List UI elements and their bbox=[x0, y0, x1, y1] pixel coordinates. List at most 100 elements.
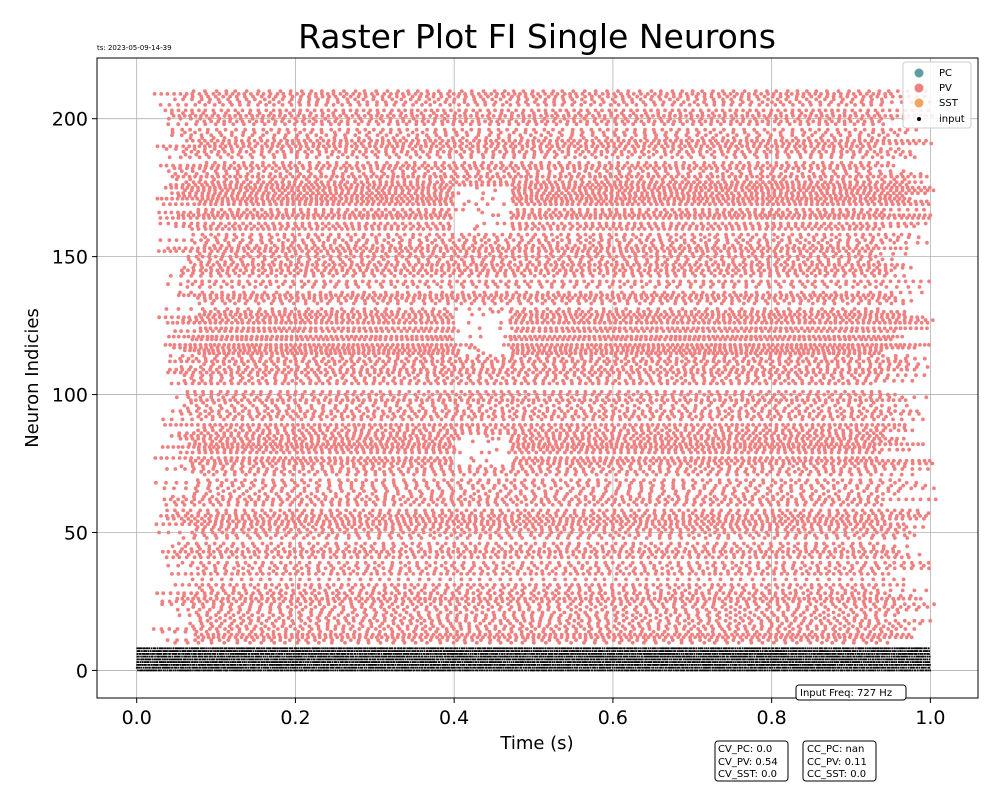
pv-spike bbox=[184, 638, 188, 642]
pv-spike bbox=[574, 610, 578, 615]
pv-spike bbox=[548, 632, 553, 637]
pv-spike bbox=[434, 503, 439, 507]
pv-spike bbox=[565, 492, 570, 496]
pv-spike bbox=[307, 522, 311, 527]
pv-spike bbox=[708, 497, 713, 502]
pv-spike bbox=[500, 632, 505, 637]
pv-spike bbox=[750, 503, 755, 507]
pv-spike bbox=[266, 596, 270, 601]
pv-spike bbox=[293, 555, 298, 560]
pv-spike bbox=[352, 508, 357, 513]
pv-spike bbox=[627, 621, 632, 626]
pv-spike bbox=[339, 516, 343, 521]
pv-spike bbox=[748, 555, 752, 560]
pv-spike bbox=[922, 563, 926, 568]
pv-spike bbox=[304, 563, 309, 568]
pv-spike bbox=[456, 547, 460, 551]
pv-spike bbox=[423, 629, 428, 634]
pv-spike bbox=[311, 632, 315, 637]
pv-spike bbox=[268, 588, 273, 593]
pv-spike bbox=[587, 585, 592, 590]
pv-spike bbox=[663, 635, 668, 640]
pv-spike bbox=[419, 621, 424, 626]
pv-spike bbox=[738, 616, 743, 620]
pv-spike bbox=[415, 605, 419, 609]
pv-spike bbox=[881, 583, 886, 587]
pv-spike bbox=[277, 632, 282, 637]
pv-spike bbox=[551, 541, 556, 546]
pv-spike bbox=[489, 525, 493, 529]
pv-spike bbox=[282, 511, 287, 516]
pv-spike bbox=[757, 638, 761, 642]
pv-spike bbox=[227, 555, 231, 560]
pv-spike bbox=[405, 555, 410, 560]
pv-spike bbox=[624, 522, 628, 527]
pv-spike bbox=[831, 632, 836, 637]
pv-spike bbox=[858, 621, 863, 626]
pv-spike bbox=[374, 549, 379, 554]
pv-spike bbox=[253, 478, 258, 482]
pv-spike bbox=[514, 549, 519, 554]
pv-spike bbox=[254, 572, 259, 576]
pv-spike bbox=[784, 616, 788, 620]
pv-spike bbox=[328, 547, 332, 551]
pv-spike bbox=[692, 624, 697, 629]
pv-spike bbox=[745, 508, 750, 513]
pv-spike bbox=[431, 624, 436, 629]
pv-spike bbox=[871, 544, 876, 549]
pv-spike bbox=[795, 519, 800, 524]
pv-spike bbox=[893, 527, 898, 532]
pv-spike bbox=[261, 560, 265, 565]
pv-spike bbox=[827, 569, 832, 573]
pv-spike bbox=[462, 530, 467, 535]
pv-spike bbox=[249, 480, 254, 485]
pv-spike bbox=[659, 530, 664, 535]
pv-spike bbox=[296, 596, 301, 601]
pv-spike bbox=[651, 469, 655, 474]
pv-spike bbox=[335, 588, 339, 593]
pv-spike bbox=[252, 472, 257, 477]
pv-spike bbox=[772, 613, 776, 618]
pv-spike bbox=[865, 635, 870, 640]
pv-spike bbox=[162, 497, 167, 502]
pv-spike bbox=[805, 478, 810, 482]
pv-spike bbox=[519, 500, 524, 504]
pv-spike bbox=[846, 536, 851, 540]
pv-spike bbox=[458, 624, 463, 629]
pv-spike bbox=[705, 613, 710, 618]
pv-spike bbox=[374, 635, 379, 640]
pv-spike bbox=[344, 547, 349, 551]
pv-spike bbox=[359, 544, 364, 549]
pv-spike bbox=[455, 514, 460, 518]
pv-spike bbox=[732, 552, 736, 557]
pv-spike bbox=[710, 629, 715, 634]
pv-spike bbox=[440, 508, 444, 513]
pv-spike bbox=[791, 627, 795, 631]
pv-spike bbox=[621, 613, 626, 618]
pv-spike bbox=[368, 497, 372, 502]
pv-spike bbox=[433, 605, 437, 609]
pv-spike bbox=[282, 472, 286, 477]
pv-spike bbox=[423, 508, 427, 513]
pv-spike bbox=[541, 514, 546, 518]
pv-spike bbox=[386, 624, 391, 629]
pv-spike bbox=[879, 472, 884, 477]
pv-spike bbox=[906, 632, 911, 637]
pv-spike bbox=[321, 572, 326, 576]
pv-spike bbox=[888, 522, 893, 527]
pv-spike bbox=[189, 572, 194, 576]
pv-spike bbox=[666, 569, 670, 573]
pv-spike bbox=[785, 492, 790, 496]
pv-spike bbox=[347, 621, 351, 626]
pv-spike bbox=[316, 541, 320, 546]
pv-spike bbox=[544, 472, 548, 477]
pv-spike bbox=[322, 549, 326, 554]
pv-spike bbox=[211, 549, 216, 554]
pv-spike bbox=[312, 503, 317, 507]
pv-spike bbox=[892, 613, 897, 618]
pv-spike bbox=[393, 616, 397, 620]
pv-spike bbox=[441, 624, 445, 629]
pv-spike bbox=[828, 585, 833, 590]
pv-spike bbox=[600, 544, 605, 549]
pv-spike bbox=[755, 472, 760, 477]
